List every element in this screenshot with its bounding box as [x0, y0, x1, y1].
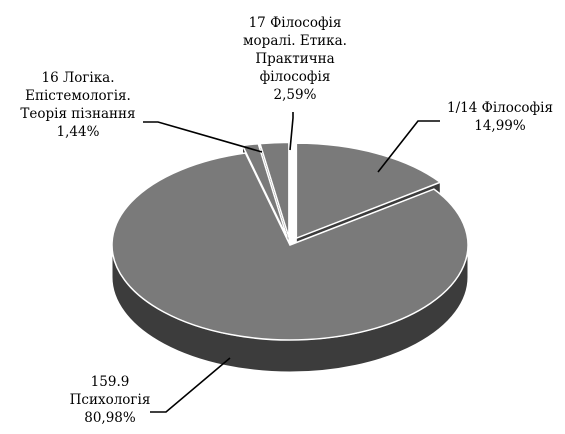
- slice-label-1-line-0: 159.9: [91, 374, 130, 390]
- leader-line-2: [143, 121, 263, 153]
- slice-label-1-line-2: 80,98%: [84, 410, 136, 426]
- leader-line-1: [150, 357, 231, 413]
- slice-label-3-line-1: моралі. Етика.: [243, 33, 347, 49]
- slice-3-top: [259, 141, 290, 238]
- slice-label-3: 17 Філософія моралі. Етика. Практична філос…: [243, 15, 347, 103]
- slice-labels: 1/14 Філософія 14,99% 159.9 Психологія 80,98…: [20, 15, 553, 426]
- leader-lines: [143, 112, 440, 413]
- pie-top-faces: [111, 141, 469, 341]
- slice-label-2-line-0: 16 Логіка.: [41, 70, 114, 86]
- slice-label-0-line-0: 1/14 Філософія: [447, 100, 553, 116]
- slice-label-3-line-0: 17 Філософія: [249, 15, 342, 31]
- slice-0-top: [295, 142, 442, 240]
- slice-2-top: [241, 142, 288, 238]
- slice-label-1: 159.9 Психологія 80,98%: [70, 374, 151, 426]
- slice-label-1-line-1: Психологія: [70, 392, 151, 408]
- slice-label-2-line-1: Епістемологія.: [25, 88, 131, 104]
- slice-label-3-line-3: філософія: [260, 69, 331, 85]
- slice-label-2: 16 Логіка. Епістемологія. Теорія пізнання 1…: [20, 70, 135, 140]
- slice-label-3-line-2: Практична: [255, 51, 334, 67]
- leader-line-3: [289, 112, 294, 151]
- leader-line-0: [377, 120, 440, 173]
- slice-label-0: 1/14 Філософія 14,99%: [447, 100, 553, 134]
- slice-1-top: [111, 152, 469, 341]
- slice-label-0-line-1: 14,99%: [474, 118, 526, 134]
- slice-label-2-line-2: Теорія пізнання: [20, 106, 135, 122]
- slice-label-3-line-4: 2,59%: [274, 87, 317, 103]
- slice-label-2-line-3: 1,44%: [57, 124, 100, 140]
